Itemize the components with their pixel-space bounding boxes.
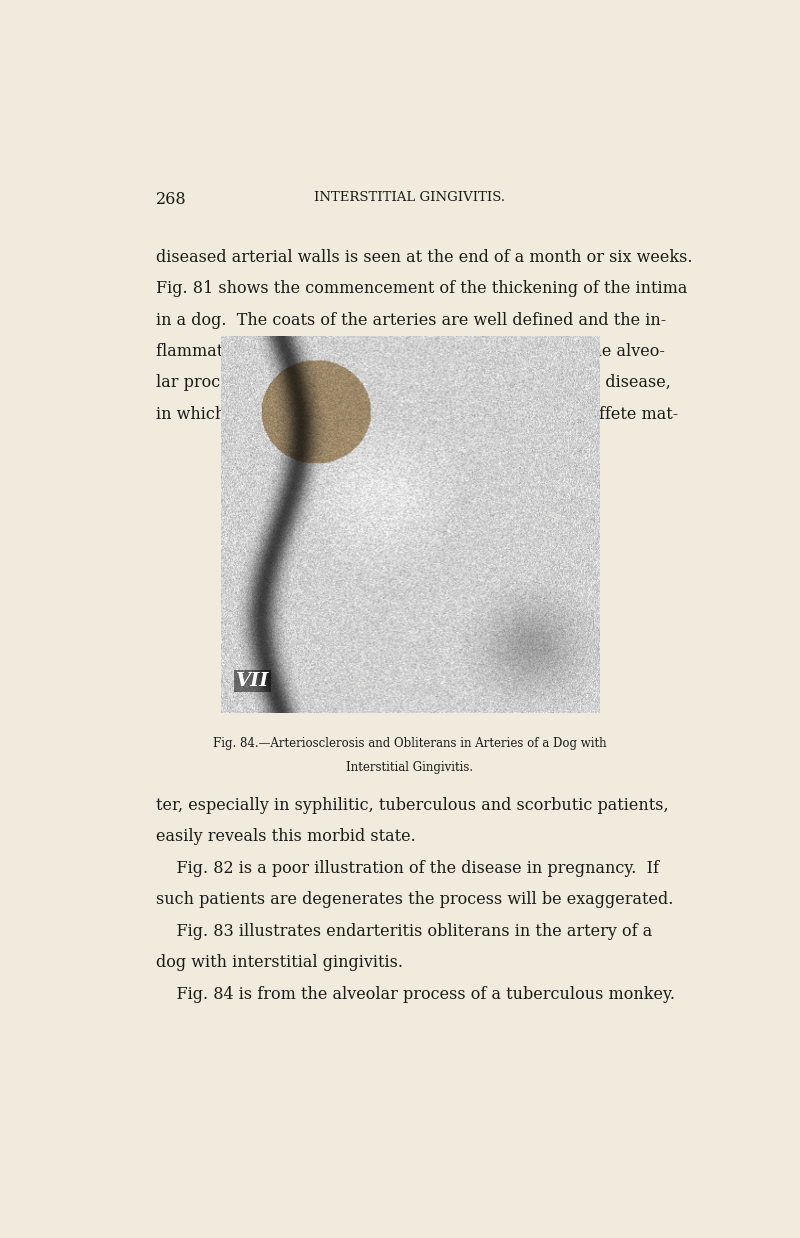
Text: Interstitial Gingivitis.: Interstitial Gingivitis. — [346, 760, 474, 774]
Text: in which the eliminating organs are not throwing off effete mat-: in which the eliminating organs are not … — [156, 406, 678, 423]
Text: dog with interstitial gingivitis.: dog with interstitial gingivitis. — [156, 954, 403, 971]
Text: ter, especially in syphilitic, tuberculous and scorbutic patients,: ter, especially in syphilitic, tuberculo… — [156, 797, 669, 813]
Text: Fig. 82 is a poor illustration of the disease in pregnancy.  If: Fig. 82 is a poor illustration of the di… — [156, 859, 659, 877]
Text: lar process of animals or human beings suffering from disease,: lar process of animals or human beings s… — [156, 374, 670, 391]
Text: VII: VII — [236, 672, 270, 691]
Text: such patients are degenerates the process will be exaggerated.: such patients are degenerates the proces… — [156, 891, 673, 909]
Text: in a dog.  The coats of the arteries are well defined and the in-: in a dog. The coats of the arteries are … — [156, 312, 666, 328]
Text: flammatory process has just begun.  Examination of the alveo-: flammatory process has just begun. Exami… — [156, 343, 665, 360]
Text: Fig. 84.—Arteriosclerosis and Obliterans in Arteries of a Dog with: Fig. 84.—Arteriosclerosis and Obliterans… — [213, 737, 607, 750]
Text: Fig. 84 is from the alveolar process of a tuberculous monkey.: Fig. 84 is from the alveolar process of … — [156, 985, 674, 1003]
Text: Fig. 83 illustrates endarteritis obliterans in the artery of a: Fig. 83 illustrates endarteritis obliter… — [156, 922, 652, 940]
Text: easily reveals this morbid state.: easily reveals this morbid state. — [156, 828, 415, 846]
Text: diseased arterial walls is seen at the end of a month or six weeks.: diseased arterial walls is seen at the e… — [156, 249, 692, 266]
Text: INTERSTITIAL GINGIVITIS.: INTERSTITIAL GINGIVITIS. — [314, 192, 506, 204]
Text: Fig. 81 shows the commencement of the thickening of the intima: Fig. 81 shows the commencement of the th… — [156, 280, 687, 297]
Text: 268: 268 — [156, 192, 186, 208]
